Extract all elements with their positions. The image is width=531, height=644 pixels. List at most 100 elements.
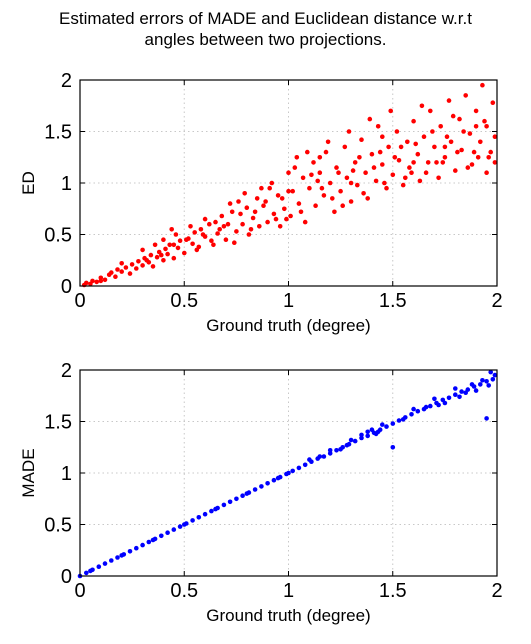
ed-data-point (473, 108, 479, 114)
ed-data-point (492, 134, 498, 139)
ed-data-point (436, 175, 441, 181)
ed-data-point (192, 230, 197, 235)
ed-data-point (240, 221, 245, 227)
ed-data-point (167, 242, 172, 248)
made-data-point (428, 403, 433, 409)
ed-y-tick-label: 2 (61, 70, 72, 92)
made-data-point (182, 522, 187, 527)
ed-data-point (271, 211, 277, 217)
ed-data-point (313, 203, 318, 208)
ed-data-point (396, 158, 402, 163)
made-data-point (480, 378, 485, 383)
made-x-tick-label: 1 (283, 580, 294, 602)
made-data-point (436, 402, 441, 408)
ed-data-point (344, 175, 350, 181)
ed-data-point (219, 213, 225, 219)
ed-data-point (482, 118, 487, 124)
ed-data-point (242, 191, 247, 196)
ed-data-point (317, 170, 323, 175)
made-data-point (359, 432, 364, 438)
ed-data-point (334, 165, 339, 170)
ed-data-point (398, 144, 404, 150)
ed-data-point (300, 175, 306, 181)
ed-data-point (342, 144, 348, 150)
ed-data-point (390, 172, 396, 178)
ed-data-point (471, 149, 477, 155)
made-y-tick-label: 0 (61, 566, 72, 588)
ed-data-point (421, 134, 427, 139)
ed-data-point (298, 209, 304, 215)
ed-data-point (465, 165, 471, 170)
made-data-point (375, 429, 381, 435)
ed-data-point (184, 237, 189, 242)
made-x-tick-label: 0 (74, 580, 85, 602)
ed-data-point (453, 168, 458, 173)
ed-data-point (232, 240, 237, 245)
made-data-point (352, 438, 358, 444)
ed-data-point (140, 247, 145, 253)
ed-data-point (413, 141, 419, 147)
made-data-point (275, 475, 281, 481)
ed-data-point (457, 116, 462, 122)
made-data-point (302, 462, 308, 468)
ed-data-point (394, 129, 400, 134)
made-data-point (159, 533, 164, 539)
ed-data-point (209, 238, 214, 243)
made-data-point (446, 395, 452, 401)
ed-data-point (323, 149, 329, 155)
made-data-point (227, 499, 233, 505)
made-data-point (119, 553, 124, 558)
made-data-point (442, 400, 448, 406)
ed-data-point (188, 224, 193, 229)
ed-data-point (200, 232, 206, 237)
made-scatter-plot: 0 0.5 1 1.5 2 0 0.5 1 1.5 2 Ground truth (degree) M… (19, 360, 503, 625)
ed-data-point (165, 251, 170, 257)
made-data-point (196, 515, 202, 520)
ed-data-point (238, 211, 243, 217)
made-data-point (369, 427, 375, 433)
made-data-point (415, 408, 421, 414)
made-data-point (486, 383, 492, 388)
ed-data-point (207, 221, 212, 227)
ed-data-point (346, 129, 352, 134)
ed-data-point (265, 219, 270, 225)
ed-data-point (169, 227, 174, 232)
ed-data-point (294, 155, 300, 160)
ed-data-point (248, 227, 254, 232)
made-data-point (390, 445, 396, 450)
ed-data-point (309, 172, 314, 178)
ed-data-point (319, 185, 325, 191)
ed-data-point (109, 270, 114, 275)
made-data-point (290, 468, 296, 474)
ed-data-point (127, 271, 133, 276)
ed-data-point (400, 182, 406, 188)
made-x-axis-label: Ground truth (degree) (206, 606, 370, 625)
ed-data-point (217, 227, 222, 232)
ed-x-tick-label: 1 (283, 290, 294, 312)
made-y-tick-label: 1.5 (44, 412, 72, 434)
made-y-axis-label: MADE (19, 448, 38, 497)
figure-title: Estimated errors of MADE and Euclidean d… (0, 8, 531, 50)
ed-data-point (369, 151, 375, 157)
ed-data-point (177, 238, 183, 243)
made-data-point (96, 564, 102, 569)
ed-data-point (405, 139, 410, 145)
made-data-point (384, 424, 389, 429)
ed-data-point (377, 149, 383, 155)
ed-data-point (459, 147, 464, 153)
ed-data-point (140, 263, 145, 268)
ed-y-tick-label: 0 (61, 276, 72, 298)
ed-data-point (84, 280, 89, 286)
made-data-point (165, 530, 170, 535)
ed-data-point (492, 160, 498, 165)
ed-data-point (411, 160, 416, 165)
figure-title-line-2: angles between two projections. (144, 30, 387, 49)
ed-data-point (438, 124, 444, 129)
ed-data-point (423, 170, 429, 175)
ed-data-point (484, 124, 489, 129)
ed-data-point (417, 178, 423, 184)
made-data-point (307, 457, 312, 462)
made-data-point (202, 511, 208, 517)
ed-scatter-plot: 0 0.5 1 1.5 2 0 0.5 1 1.5 2 Ground truth (degree) E… (19, 70, 503, 335)
ed-data-point (455, 149, 460, 155)
